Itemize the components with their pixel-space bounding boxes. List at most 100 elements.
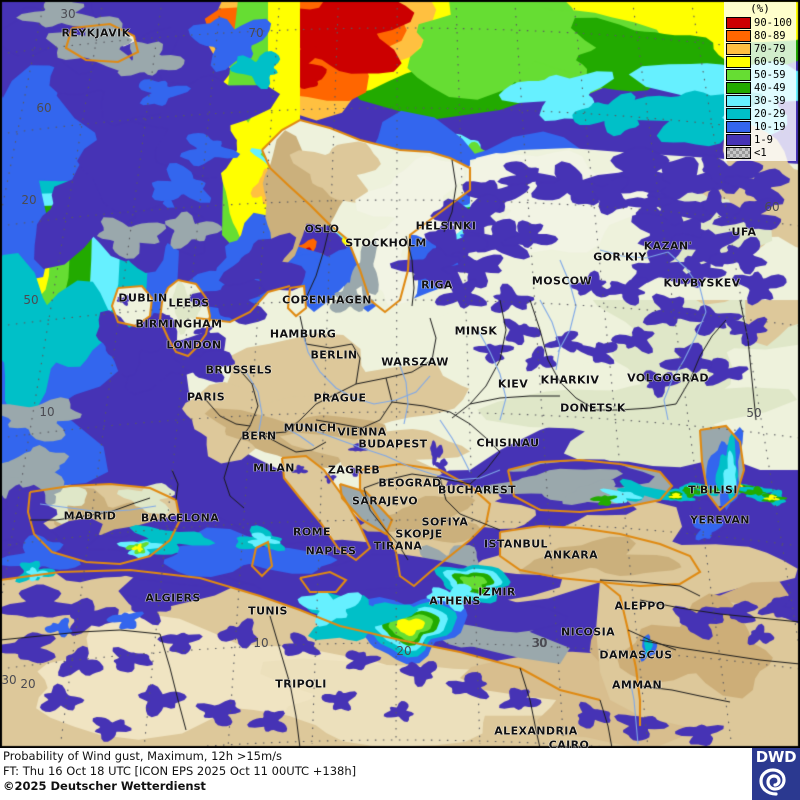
city-label: AMMAN xyxy=(611,678,663,692)
legend-label: 20-29 xyxy=(754,107,786,120)
city-label: RIGA xyxy=(421,278,453,292)
graticule-label: 30 xyxy=(1,673,17,687)
city-label: CHISINAU xyxy=(476,436,540,450)
city-label: WARSZAW xyxy=(381,355,449,369)
city-label: MUNICH xyxy=(283,421,337,435)
city-label: BARCELONA xyxy=(140,511,220,525)
city-label: UFA xyxy=(731,225,757,239)
city-label: TRIPOLI xyxy=(275,677,327,691)
city-label: DONETS'K xyxy=(560,401,626,415)
city-label: SKOPJE xyxy=(395,527,443,541)
footer-bar: Probability of Wind gust, Maximum, 12h >… xyxy=(0,748,800,800)
legend-swatch xyxy=(726,81,751,94)
city-label: NICOSIA xyxy=(560,625,616,639)
city-label: ZAGREB xyxy=(327,463,381,477)
city-label: TIRANA xyxy=(373,539,423,553)
city-label: KHARKIV xyxy=(540,373,600,387)
footer-copyright-line: ©2025 Deutscher Wetterdienst xyxy=(3,779,206,793)
legend-label: <1 xyxy=(754,146,767,159)
legend-row: 90-100 xyxy=(726,16,794,29)
legend-label: 1-9 xyxy=(754,133,773,146)
legend-label: 30-39 xyxy=(754,94,786,107)
graticule-label: 30 xyxy=(532,636,548,650)
city-label: CAIRO xyxy=(548,738,590,749)
city-label: ROME xyxy=(293,525,331,539)
map-viewport[interactable]: REYKJAVIK DUBLIN LEEDS BIRMINGHAM LONDON BRUS… xyxy=(0,0,800,748)
city-label: ALEXANDRIA xyxy=(494,724,578,738)
city-label: ISTANBUL xyxy=(484,537,548,551)
graticule-label: 30 xyxy=(60,7,76,21)
legend-swatch xyxy=(726,120,751,133)
legend-rows: 90-100 80-89 70-79 60-69 50-59 40-49 30-39 20-2… xyxy=(726,16,794,159)
legend-label: 80-89 xyxy=(754,29,786,42)
legend-row: 70-79 xyxy=(726,42,794,55)
legend-row: 1-9 xyxy=(726,133,794,146)
graticule-label: 60 xyxy=(764,200,780,214)
legend-swatch xyxy=(726,68,751,81)
footer-product-line: Probability of Wind gust, Maximum, 12h >… xyxy=(3,749,283,763)
legend-swatch xyxy=(726,133,751,146)
dwd-logo: DWD xyxy=(752,748,800,800)
graticule-label: 20 xyxy=(20,677,36,691)
city-label: COPENHAGEN xyxy=(282,293,372,307)
graticule-label: 30 xyxy=(531,636,547,650)
city-label: PRAGUE xyxy=(313,391,367,405)
city-label: MOSCOW xyxy=(531,274,593,288)
city-label: HELSINKI xyxy=(415,219,477,233)
graticule-label: 50 xyxy=(23,293,39,307)
city-label: IZMIR xyxy=(478,585,516,599)
city-label: BUDAPEST xyxy=(358,437,428,451)
graticule-label: 10 xyxy=(39,405,55,419)
city-label: TUNIS xyxy=(248,604,288,618)
city-label: ANKARA xyxy=(543,548,599,562)
legend-label: 40-49 xyxy=(754,81,786,94)
graticule-label: 10 xyxy=(253,636,269,650)
city-label: MILAN xyxy=(253,461,295,475)
city-label: ALEPPO xyxy=(614,599,666,613)
legend-row: 60-69 xyxy=(726,55,794,68)
legend-row: 20-29 xyxy=(726,107,794,120)
graticule-label: 50 xyxy=(746,406,762,420)
city-label: OSLO xyxy=(304,222,340,236)
city-label: REYKJAVIK xyxy=(61,26,131,40)
legend-row: 40-49 xyxy=(726,81,794,94)
legend-row: <1 xyxy=(726,146,794,159)
city-label: SOFIYA xyxy=(421,515,469,529)
legend-swatch xyxy=(726,146,751,159)
city-label: GOR'KIY xyxy=(593,250,647,264)
probability-legend: (%) 90-100 80-89 70-79 60-69 50-59 40-49 30-39… xyxy=(724,2,796,161)
city-label: YEREVAN xyxy=(690,513,750,527)
city-label: MINSK xyxy=(454,324,498,338)
legend-swatch xyxy=(726,55,751,68)
city-label: VIENNA xyxy=(337,425,387,439)
legend-row: 80-89 xyxy=(726,29,794,42)
city-label: STOCKHOLM xyxy=(345,236,427,250)
city-label: DAMASCUS xyxy=(599,648,673,662)
city-label: BIRMINGHAM xyxy=(135,317,223,331)
legend-row: 10-19 xyxy=(726,120,794,133)
city-label: MADRID xyxy=(63,509,117,523)
city-label: BERLIN xyxy=(310,348,358,362)
graticule-label: 20 xyxy=(21,193,37,207)
city-label: LONDON xyxy=(166,338,222,352)
city-label: BRUSSELS xyxy=(205,363,273,377)
city-label: BERN xyxy=(241,429,277,443)
legend-title: (%) xyxy=(750,2,770,15)
legend-swatch xyxy=(726,107,751,120)
graticule-label: 70 xyxy=(248,26,264,40)
city-label: KIEV xyxy=(497,377,529,391)
legend-swatch xyxy=(726,16,751,29)
city-label: BUCHAREST xyxy=(437,483,517,497)
probability-raster-canvas[interactable] xyxy=(0,0,800,748)
city-label: T'BILISI xyxy=(688,483,738,497)
legend-label: 10-19 xyxy=(754,120,786,133)
legend-swatch xyxy=(726,42,751,55)
graticule-label: 20 xyxy=(396,644,412,658)
dwd-logo-text: DWD xyxy=(755,748,797,766)
legend-label: 50-59 xyxy=(754,68,786,81)
footer-forecast-time-line: FT: Thu 16 Oct 18 UTC [ICON EPS 2025 Oct… xyxy=(3,764,357,778)
city-label: HAMBURG xyxy=(269,327,337,341)
legend-label: 90-100 xyxy=(754,16,792,29)
city-label: PARIS xyxy=(186,390,226,404)
